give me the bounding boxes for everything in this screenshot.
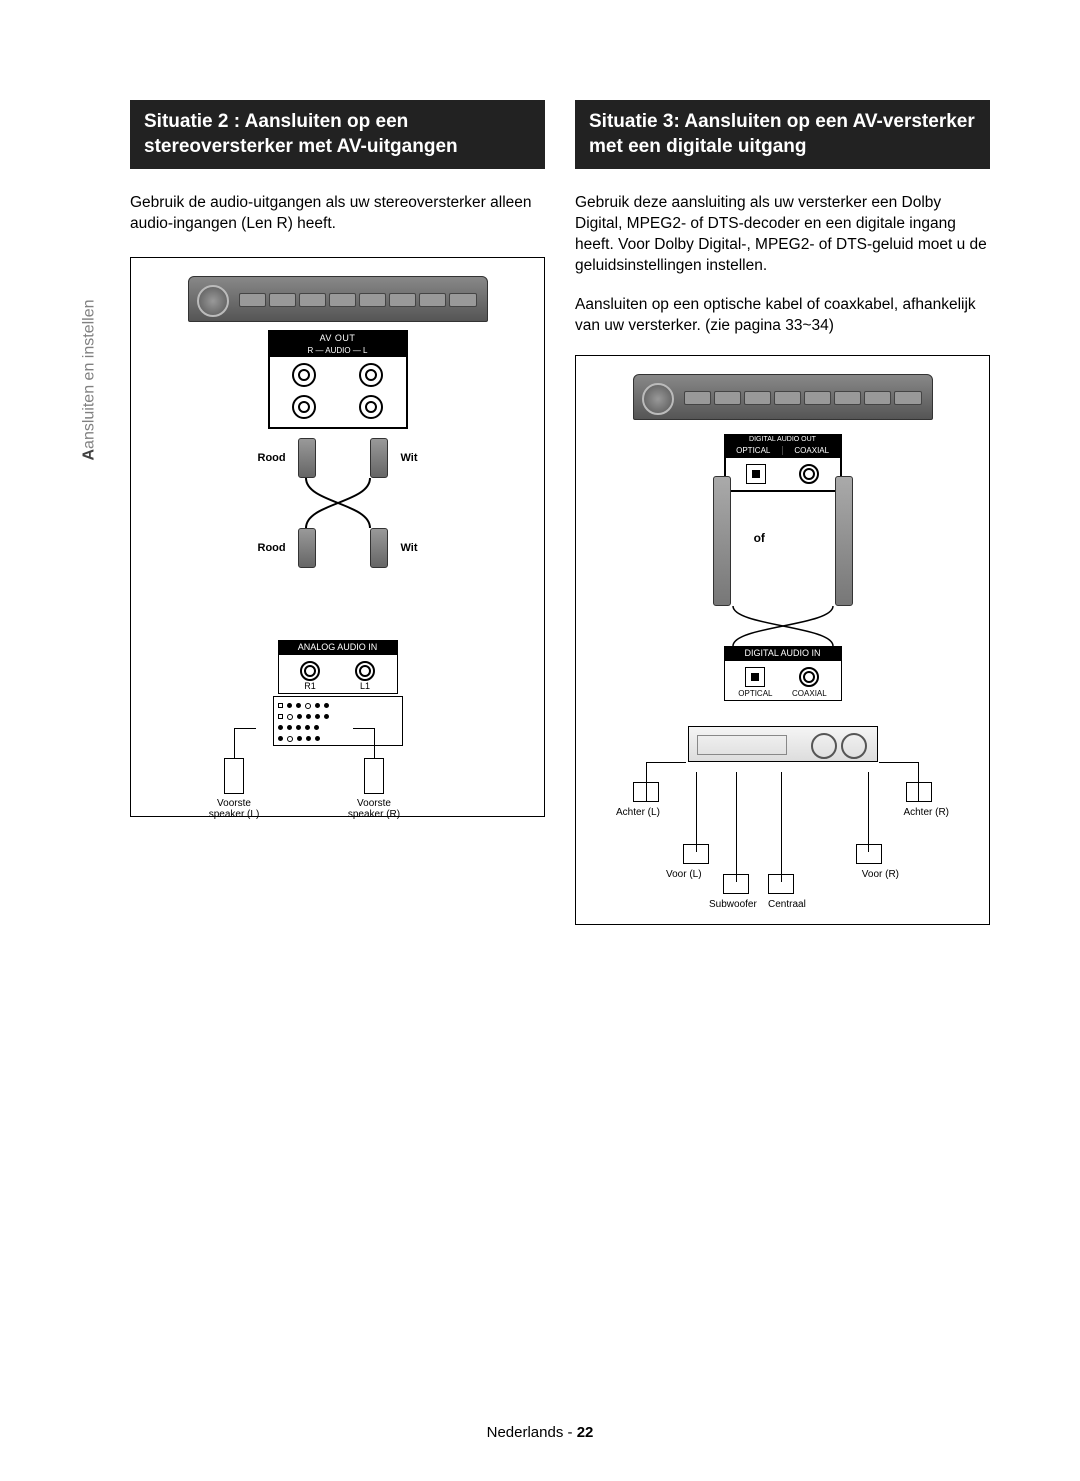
label-achter-l: Achter (L) [616,807,660,818]
col-a-body: Gebruik de audio-uitgangen als uw stereo… [130,193,545,235]
dvd-device-b [633,374,933,420]
receiver-display [697,735,787,755]
speaker-rear-r [906,782,932,802]
col-b-body-2: Aansluiten op een optische kabel of coax… [575,295,990,337]
dai-body: OPTICAL COAXIAL [724,660,842,701]
rca-jack [355,661,375,681]
dai-title: DIGITAL AUDIO IN [724,646,842,660]
side-tab-strong: A [80,449,97,461]
av-out-title: AV OUT [269,331,407,345]
analog-in-title: ANALOG AUDIO IN [278,640,398,654]
dai-coaxial-label: COAXIAL [792,689,827,698]
cable-cross-b-icon [713,606,853,646]
speaker-subwoofer [723,874,749,894]
dvd-device-a [188,276,488,322]
dao-subtitles: OPTICAL COAXIAL [725,444,841,457]
speaker-wire [374,728,375,758]
dao-optical-label: OPTICAL [725,446,784,455]
rca-plug [370,528,388,568]
label-centraal: Centraal [768,899,806,910]
label-of: of [754,531,765,545]
analog-in-body: R1 L1 [278,654,398,694]
speaker-wire [353,728,375,729]
speaker-box-r [364,758,384,794]
av-out-jacks [269,356,407,428]
rca-jack [359,363,383,387]
label-wit-top: Wit [400,452,417,464]
page-footer: Nederlands - 22 [0,1424,1080,1441]
side-tab-rest: ansluiten en instellen [80,300,97,449]
jack-label-r: R1 [300,681,320,691]
av-out-audio-label: R — AUDIO — L [269,345,407,356]
rca-plug [370,438,388,478]
av-out-panel: AV OUT R — AUDIO — L [268,330,408,429]
speaker-wire [234,728,256,729]
speaker-front-l [683,844,709,864]
device-ports [239,289,477,311]
surround-layout: Achter (L) Achter (R) Voor (L) Voor (R) … [576,762,989,912]
speaker-box-l [224,758,244,794]
dao-title: DIGITAL AUDIO OUT [725,435,841,444]
dao-coaxial-label: COAXIAL [783,446,841,455]
dai-optical-label: OPTICAL [738,689,772,698]
rca-jack [292,395,316,419]
side-tab-text: Aansluiten en instellen [80,300,98,461]
column-left: Situatie 2 : Aansluiten op een stereover… [130,100,545,925]
device-ports [684,387,922,409]
columns: Situatie 2 : Aansluiten op een stereover… [130,100,990,925]
column-right: Situatie 3: Aansluiten op een AV-verster… [575,100,990,925]
label-voor-l: Voor (L) [666,869,702,880]
jack-label-l: L1 [355,681,375,691]
cables-a: Rood Wit Rood Wi [258,438,418,638]
rca-plug [298,528,316,568]
speaker-front-r [856,844,882,864]
rca-jack [359,395,383,419]
optical-cable [713,476,731,606]
cable-pair-bottom: Rood Wit [258,528,418,568]
diagram-b: DIGITAL AUDIO OUT OPTICAL COAXIAL of [575,355,990,925]
analog-audio-in-panel: ANALOG AUDIO IN R1 L1 [278,640,398,694]
digital-audio-in-panel: DIGITAL AUDIO IN OPTICAL COAXIAL [724,646,842,701]
speaker-l-label: Voorste speaker (L) [204,798,264,820]
footer-sep: - [563,1424,576,1441]
label-achter-r: Achter (R) [903,807,949,818]
header-situatie-2: Situatie 2 : Aansluiten op een stereover… [130,100,545,169]
diagram-a: AV OUT R — AUDIO — L Rood [130,257,545,817]
cable-cross-icon [258,478,418,528]
optical-jack [745,667,765,687]
label-rood-top: Rood [258,452,286,464]
footer-language: Nederlands [487,1424,564,1441]
cable-pair-top: Rood Wit [258,438,418,478]
label-wit-bot: Wit [400,542,417,554]
label-subwoofer: Subwoofer [709,899,757,910]
amplifier-panel [273,696,403,746]
av-receiver [688,726,878,762]
footer-page-number: 22 [577,1424,594,1441]
speaker-center [768,874,794,894]
speaker-r-label: Voorste speaker (R) [344,798,404,820]
label-voor-r: Voor (R) [862,869,899,880]
side-tab: Aansluiten en instellen [75,280,103,480]
rca-plug [298,438,316,478]
label-rood-bot: Rood [258,542,286,554]
header-situatie-3: Situatie 3: Aansluiten op een AV-verster… [575,100,990,169]
coaxial-jack [799,667,819,687]
col-b-body-1: Gebruik deze aansluiting als uw versterk… [575,193,990,277]
rca-jack [300,661,320,681]
page: Aansluiten en instellen Situatie 2 : Aan… [0,0,1080,1481]
rca-jack [292,363,316,387]
coax-cable [835,476,853,606]
speaker-wire [234,728,235,758]
speaker-rear-l [633,782,659,802]
